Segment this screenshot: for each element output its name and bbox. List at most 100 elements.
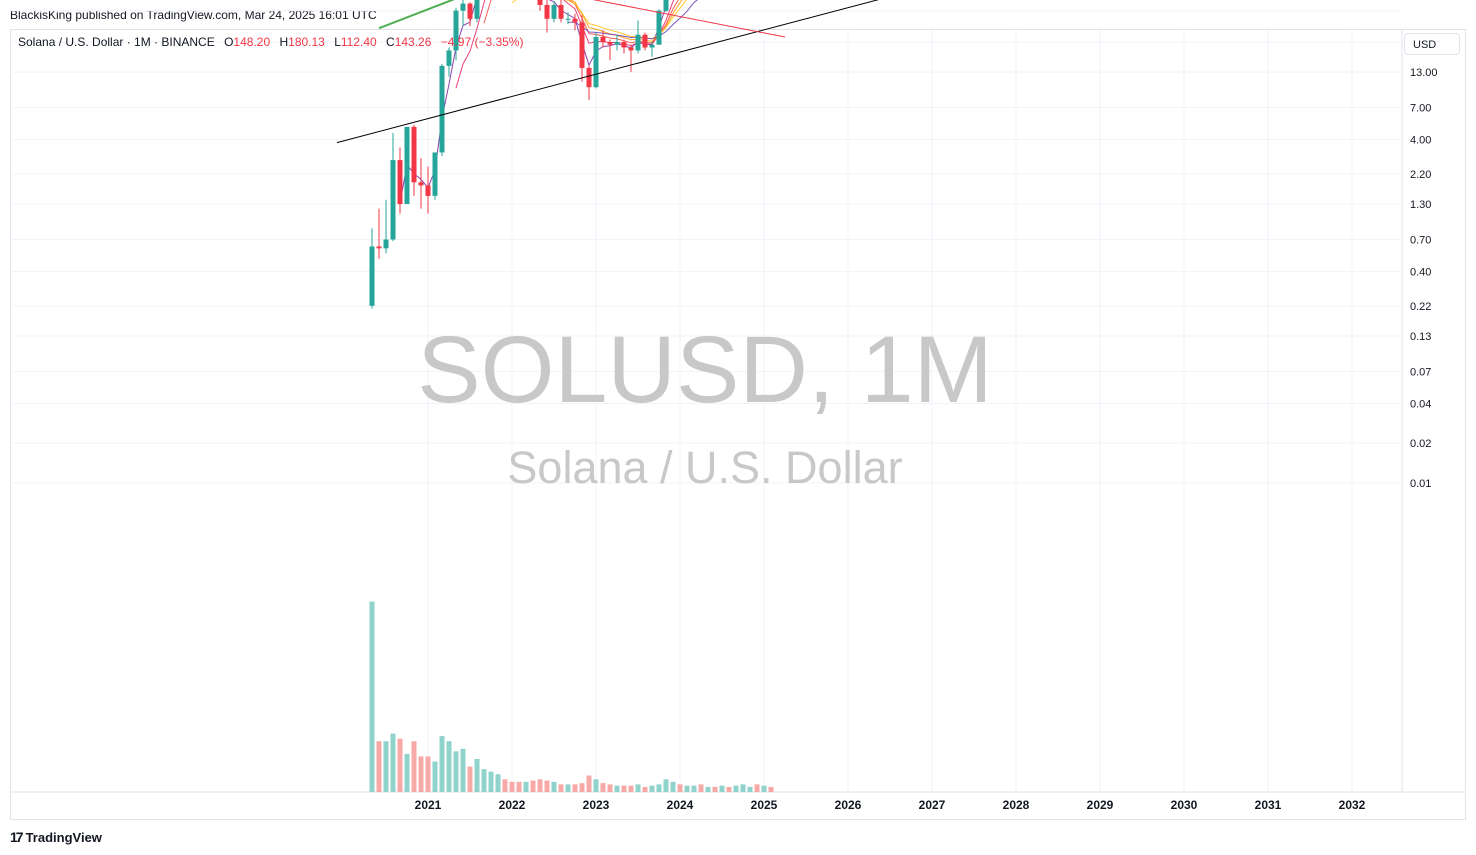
time-tick-label: 2025: [751, 798, 778, 812]
volume-bar: [390, 733, 396, 792]
candle-body: [460, 3, 466, 11]
price-tick-label: 7.00: [1410, 103, 1431, 115]
candle: [432, 152, 438, 200]
volume-bar: [376, 741, 382, 792]
volume-bar: [600, 783, 606, 792]
symbol-name[interactable]: Solana / U.S. Dollar · 1M · BINANCE: [18, 35, 215, 49]
chart-frame: [10, 29, 1466, 820]
footer-brand[interactable]: 17 TradingView: [10, 829, 102, 845]
candle-body: [453, 10, 459, 51]
volume-bar: [712, 786, 718, 792]
candle: [635, 20, 641, 54]
candle: [642, 32, 648, 51]
volume-bar: [516, 781, 522, 792]
candle-body: [565, 18, 571, 20]
volume-bar: [439, 736, 445, 792]
price-tick-label: 0.02: [1410, 438, 1431, 450]
candle: [628, 44, 634, 73]
candle-body: [663, 0, 669, 11]
candle: [537, 0, 543, 11]
tradingview-logo-icon: 17: [10, 829, 24, 845]
time-tick-label: 2027: [919, 798, 946, 812]
volume-bar: [586, 775, 592, 792]
volume-bar: [383, 741, 389, 792]
candle: [586, 65, 592, 100]
candle: [656, 9, 662, 45]
candle: [390, 132, 396, 242]
low-value: 112.40: [340, 35, 377, 49]
candle-body: [593, 37, 599, 88]
price-tick-label: 0.04: [1410, 398, 1431, 410]
volume-bar: [446, 741, 452, 792]
change-value: −4.97 (−3.35%): [440, 35, 524, 49]
volume-bar: [670, 781, 676, 792]
volume-bar: [481, 769, 487, 792]
volume-bar: [474, 758, 480, 792]
upper-channel-trendline: [378, 0, 455, 30]
time-tick-label: 2029: [1087, 798, 1114, 812]
time-tick-label: 2028: [1003, 798, 1030, 812]
volume-bar: [642, 786, 648, 792]
volume-bar: [698, 784, 704, 792]
lower-channel-trendline: [336, 0, 880, 144]
volume-bar: [411, 741, 417, 792]
time-tick-label: 2021: [415, 798, 442, 812]
volume-bar: [705, 786, 711, 792]
price-tick-label: 4.00: [1410, 135, 1431, 147]
price-tick-label: 0.40: [1410, 267, 1431, 279]
candle-body: [432, 152, 438, 196]
price-tick-label: 2.20: [1410, 169, 1431, 181]
volume-bar: [579, 783, 585, 792]
volume-bar: [621, 785, 627, 792]
candle-body: [586, 67, 592, 88]
candle: [376, 208, 382, 259]
candle-body: [397, 160, 403, 205]
symbol-legend: Solana / U.S. Dollar · 1M · BINANCE O148…: [18, 35, 523, 49]
descending-trendline: [592, 0, 786, 38]
volume-bar: [537, 779, 543, 792]
price-axis: 13.00 7.00 4.00 2.20 1.30 0.70 0.40 0.22 0.13 0.0…: [1410, 67, 1438, 490]
candle-body: [474, 0, 480, 19]
volume-bar: [495, 774, 501, 792]
candle-body: [635, 34, 641, 51]
volume-bar: [397, 738, 403, 792]
candle-body: [404, 126, 410, 205]
candle: [425, 166, 431, 214]
volume-bar: [768, 786, 774, 792]
currency-selector[interactable]: USD: [1404, 33, 1460, 55]
candle-body: [418, 182, 424, 186]
open-value: 148.20: [233, 35, 271, 49]
candle: [593, 32, 599, 89]
volume-bar: [754, 784, 760, 792]
volume-bar: [740, 784, 746, 792]
candle: [397, 147, 403, 214]
moving-average-line: [568, 0, 698, 40]
candle: [607, 39, 613, 61]
candle: [558, 0, 564, 23]
price-tick-label: 0.13: [1410, 331, 1431, 343]
volume-bar: [677, 784, 683, 792]
candle-body: [369, 246, 375, 306]
high-value: 180.13: [288, 35, 325, 49]
volume-bar: [691, 785, 697, 792]
candle: [467, 2, 473, 27]
candle: [544, 0, 550, 33]
candle-body: [621, 42, 627, 48]
volume-bar: [467, 766, 473, 792]
publisher-caption: BlackisKing published on TradingView.com…: [10, 8, 377, 22]
volume-bar: [684, 785, 690, 792]
candle-body: [411, 126, 417, 183]
candle: [572, 13, 578, 31]
candles: [369, 0, 669, 309]
price-tick-label: 1.30: [1410, 199, 1431, 211]
volume-bar: [607, 784, 613, 792]
candle-body: [579, 22, 585, 68]
volume-bar: [614, 785, 620, 792]
candle-body: [467, 3, 473, 19]
candle-body: [425, 185, 431, 196]
volume-bar: [523, 781, 529, 792]
close-label: C: [386, 35, 395, 49]
watermark-name: Solana / U.S. Dollar: [507, 442, 902, 493]
price-tick-label: 0.70: [1410, 235, 1431, 247]
